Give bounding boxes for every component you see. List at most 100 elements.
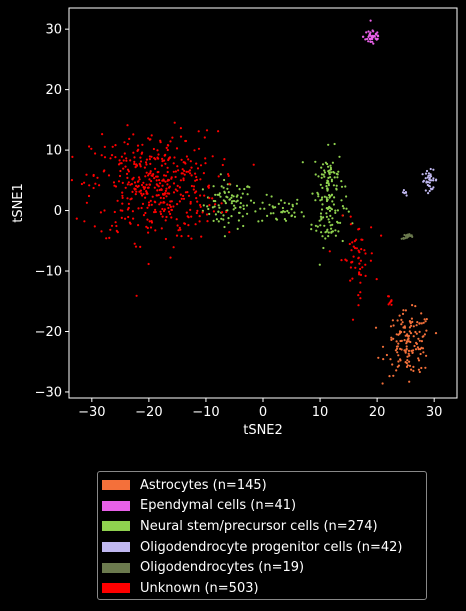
scatter-point <box>405 342 408 345</box>
scatter-point <box>352 245 355 248</box>
y-tick-label: 0 <box>54 204 62 219</box>
scatter-point <box>118 174 122 178</box>
scatter-point <box>126 208 129 211</box>
scatter-point <box>186 215 189 218</box>
scatter-point <box>364 252 367 255</box>
scatter-point <box>359 267 362 271</box>
scatter-point <box>236 199 239 202</box>
scatter-point <box>402 236 405 240</box>
scatter-point <box>232 208 235 211</box>
scatter-point <box>381 345 385 348</box>
scatter-point <box>246 185 249 188</box>
scatter-point <box>231 200 234 203</box>
scatter-point <box>188 169 192 172</box>
scatter-point <box>293 211 296 214</box>
scatter-point <box>208 196 211 200</box>
scatter-point <box>367 30 370 33</box>
scatter-point <box>403 326 407 329</box>
scatter-point <box>127 202 130 205</box>
scatter-point <box>329 164 332 167</box>
scatter-point <box>358 227 361 230</box>
scatter-point <box>144 196 147 199</box>
scatter-point <box>360 238 363 241</box>
scatter-point <box>354 247 357 250</box>
legend-swatch <box>102 500 130 511</box>
scatter-point <box>165 195 168 198</box>
scatter-point <box>391 319 394 322</box>
scatter-point <box>315 229 318 232</box>
scatter-point <box>355 247 358 250</box>
scatter-point <box>326 228 329 231</box>
legend-item: Oligodendrocyte progenitor cells (n=42) <box>102 537 426 558</box>
scatter-point <box>329 224 332 227</box>
scatter-point <box>154 208 157 211</box>
scatter-point <box>190 166 193 169</box>
scatter-point <box>360 248 363 251</box>
scatter-point <box>369 31 372 34</box>
scatter-point <box>326 179 329 182</box>
scatter-point <box>194 179 197 182</box>
x-tick-label: −20 <box>135 405 162 420</box>
scatter-point <box>323 195 326 198</box>
scatter-point <box>430 188 433 191</box>
scatter-point <box>205 213 209 216</box>
scatter-point <box>227 191 230 194</box>
scatter-point <box>424 177 427 180</box>
scatter-point <box>426 176 429 179</box>
scatter-point <box>126 176 129 179</box>
scatter-point <box>114 221 117 224</box>
scatter-point <box>177 229 180 232</box>
scatter-point <box>429 173 432 176</box>
scatter-point <box>329 166 332 169</box>
scatter-point <box>432 168 435 171</box>
scatter-point <box>421 347 425 350</box>
scatter-point <box>396 351 399 354</box>
scatter-point <box>150 220 153 223</box>
scatter-point <box>424 172 428 175</box>
scatter-point <box>397 342 400 345</box>
scatter-point <box>71 155 74 158</box>
scatter-point <box>252 163 255 166</box>
scatter-point <box>363 249 366 252</box>
scatter-point <box>432 186 435 189</box>
scatter-point <box>405 347 408 351</box>
scatter-point <box>154 167 157 170</box>
scatter-point <box>420 312 423 315</box>
scatter-point <box>283 210 286 213</box>
scatter-point <box>415 324 418 327</box>
scatter-point <box>408 364 412 367</box>
scatter-point <box>359 259 362 262</box>
scatter-point <box>170 176 173 179</box>
scatter-point <box>409 320 412 324</box>
scatter-point <box>230 196 233 199</box>
scatter-point <box>322 216 325 219</box>
scatter-point <box>172 170 175 173</box>
scatter-point <box>395 340 398 343</box>
scatter-point <box>332 203 335 206</box>
scatter-point <box>389 358 392 361</box>
scatter-point <box>115 229 118 232</box>
scatter-point <box>316 225 319 228</box>
scatter-point <box>269 212 272 215</box>
scatter-point <box>352 255 355 258</box>
scatter-point <box>134 166 137 169</box>
scatter-point <box>211 197 214 200</box>
scatter-point <box>428 189 431 193</box>
scatter-point <box>263 207 266 210</box>
scatter-point <box>340 259 343 262</box>
scatter-point <box>323 175 326 178</box>
scatter-point <box>371 29 374 32</box>
scatter-point <box>341 214 344 217</box>
scatter-point <box>147 231 150 234</box>
scatter-point <box>421 173 424 176</box>
scatter-point <box>349 215 352 218</box>
legend-swatch <box>102 542 130 553</box>
scatter-point <box>241 215 244 218</box>
scatter-point <box>332 170 335 174</box>
scatter-point <box>422 351 425 354</box>
scatter-point <box>287 202 291 205</box>
scatter-point <box>168 186 171 189</box>
scatter-point <box>341 239 344 243</box>
scatter-point <box>109 228 112 231</box>
scatter-point <box>416 346 419 349</box>
